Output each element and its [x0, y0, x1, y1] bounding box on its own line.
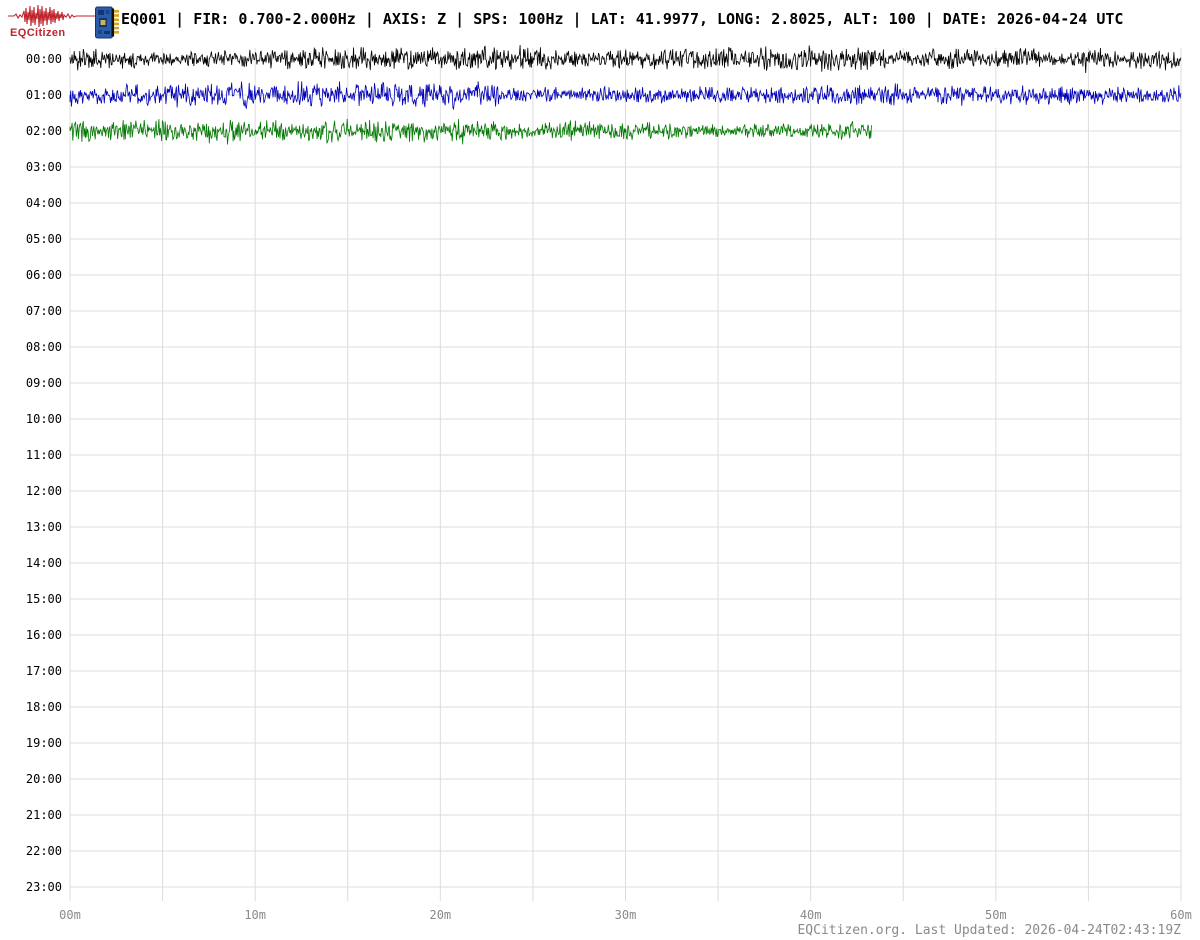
hour-label: 09:00	[26, 376, 62, 390]
page-header: EQCitizen EQ001 | FIR: 0.700-2.000Hz | A…	[0, 0, 1200, 42]
logo-waveform	[8, 4, 96, 28]
hour-label: 18:00	[26, 700, 62, 714]
chip-pins	[114, 10, 119, 34]
footer-credit: EQCitizen.org. Last Updated: 2026-04-24T…	[797, 923, 1181, 938]
hour-label: 22:00	[26, 844, 62, 858]
hour-label: 10:00	[26, 412, 62, 426]
hour-label: 06:00	[26, 268, 62, 282]
station-info-line: EQ001 | FIR: 0.700-2.000Hz | AXIS: Z | S…	[121, 10, 1124, 28]
hour-label: 02:00	[26, 124, 62, 138]
eqcitizen-logo-icon: EQCitizen	[8, 4, 96, 39]
hour-label: 12:00	[26, 484, 62, 498]
hour-label: 17:00	[26, 664, 62, 678]
seismic-trace-0100	[69, 81, 1182, 111]
hour-label: 03:00	[26, 160, 62, 174]
minute-label: 60m	[1170, 908, 1192, 922]
minute-label: 40m	[800, 908, 822, 922]
logo-wordmark: EQCitizen	[10, 27, 66, 39]
hour-label: 05:00	[26, 232, 62, 246]
hour-label: 00:00	[26, 52, 62, 66]
hour-label: 08:00	[26, 340, 62, 354]
hour-label: 14:00	[26, 556, 62, 570]
seismic-trace-0200	[69, 118, 872, 145]
hour-label: 07:00	[26, 304, 62, 318]
seismic-trace-0000	[69, 44, 1182, 74]
minute-label: 10m	[244, 908, 266, 922]
hour-label: 16:00	[26, 628, 62, 642]
hour-label: 23:00	[26, 880, 62, 894]
hour-label: 04:00	[26, 196, 62, 210]
hour-label: 11:00	[26, 448, 62, 462]
sensor-board-icon	[95, 6, 119, 39]
minute-label: 30m	[615, 908, 637, 922]
hour-label: 21:00	[26, 808, 62, 822]
hour-label: 15:00	[26, 592, 62, 606]
minute-label: 20m	[429, 908, 451, 922]
hour-label: 01:00	[26, 88, 62, 102]
hour-label: 13:00	[26, 520, 62, 534]
minute-label: 50m	[985, 908, 1007, 922]
hour-label: 20:00	[26, 772, 62, 786]
hour-label: 19:00	[26, 736, 62, 750]
minute-label: 00m	[59, 908, 81, 922]
